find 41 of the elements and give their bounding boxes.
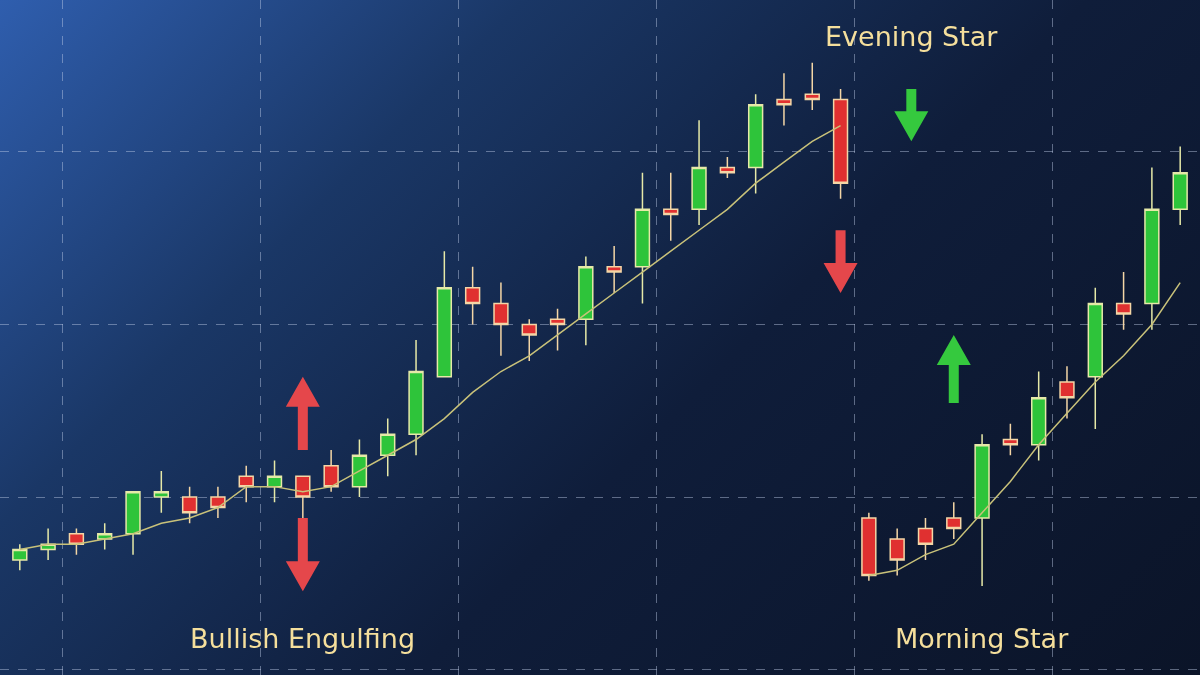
candlestick	[889, 527, 905, 577]
candlestick	[747, 93, 764, 195]
candlestick	[1002, 423, 1019, 456]
candlestick	[776, 72, 792, 127]
candlestick	[1031, 370, 1047, 462]
candlestick	[464, 266, 481, 326]
candlestick	[861, 512, 877, 582]
candlestick	[804, 62, 820, 111]
candlestick	[266, 459, 283, 504]
candlestick	[125, 491, 141, 556]
candlestick	[1059, 365, 1075, 420]
candlestick	[606, 245, 622, 294]
candlestick	[295, 475, 311, 519]
candlestick	[549, 307, 566, 352]
candlestick	[1144, 166, 1160, 331]
candlestick	[974, 433, 990, 587]
candlestick	[238, 464, 254, 504]
candlestick	[380, 417, 396, 477]
candlestick	[946, 501, 962, 540]
candlestick	[181, 485, 198, 525]
candlestick	[1087, 287, 1103, 430]
candlestick	[634, 171, 651, 305]
candlestick	[153, 470, 169, 514]
candlestick	[323, 449, 339, 493]
text: Morning Star	[895, 623, 1070, 654]
candlestick	[1115, 271, 1132, 331]
candlestick	[408, 339, 424, 456]
candlestick	[1172, 145, 1188, 226]
candlestick	[578, 255, 594, 347]
candlestick	[436, 250, 453, 378]
candlestick	[663, 171, 679, 242]
text: Evening Star	[825, 21, 999, 52]
candlestick	[351, 438, 368, 498]
candlestick	[521, 318, 537, 362]
candlestick	[493, 281, 509, 357]
candlestick	[691, 119, 707, 226]
candlestick	[210, 485, 226, 519]
text: Bullish Engulfing	[190, 623, 416, 654]
candlestick	[917, 517, 934, 561]
candlestick	[832, 88, 849, 200]
candlestick	[12, 543, 28, 572]
